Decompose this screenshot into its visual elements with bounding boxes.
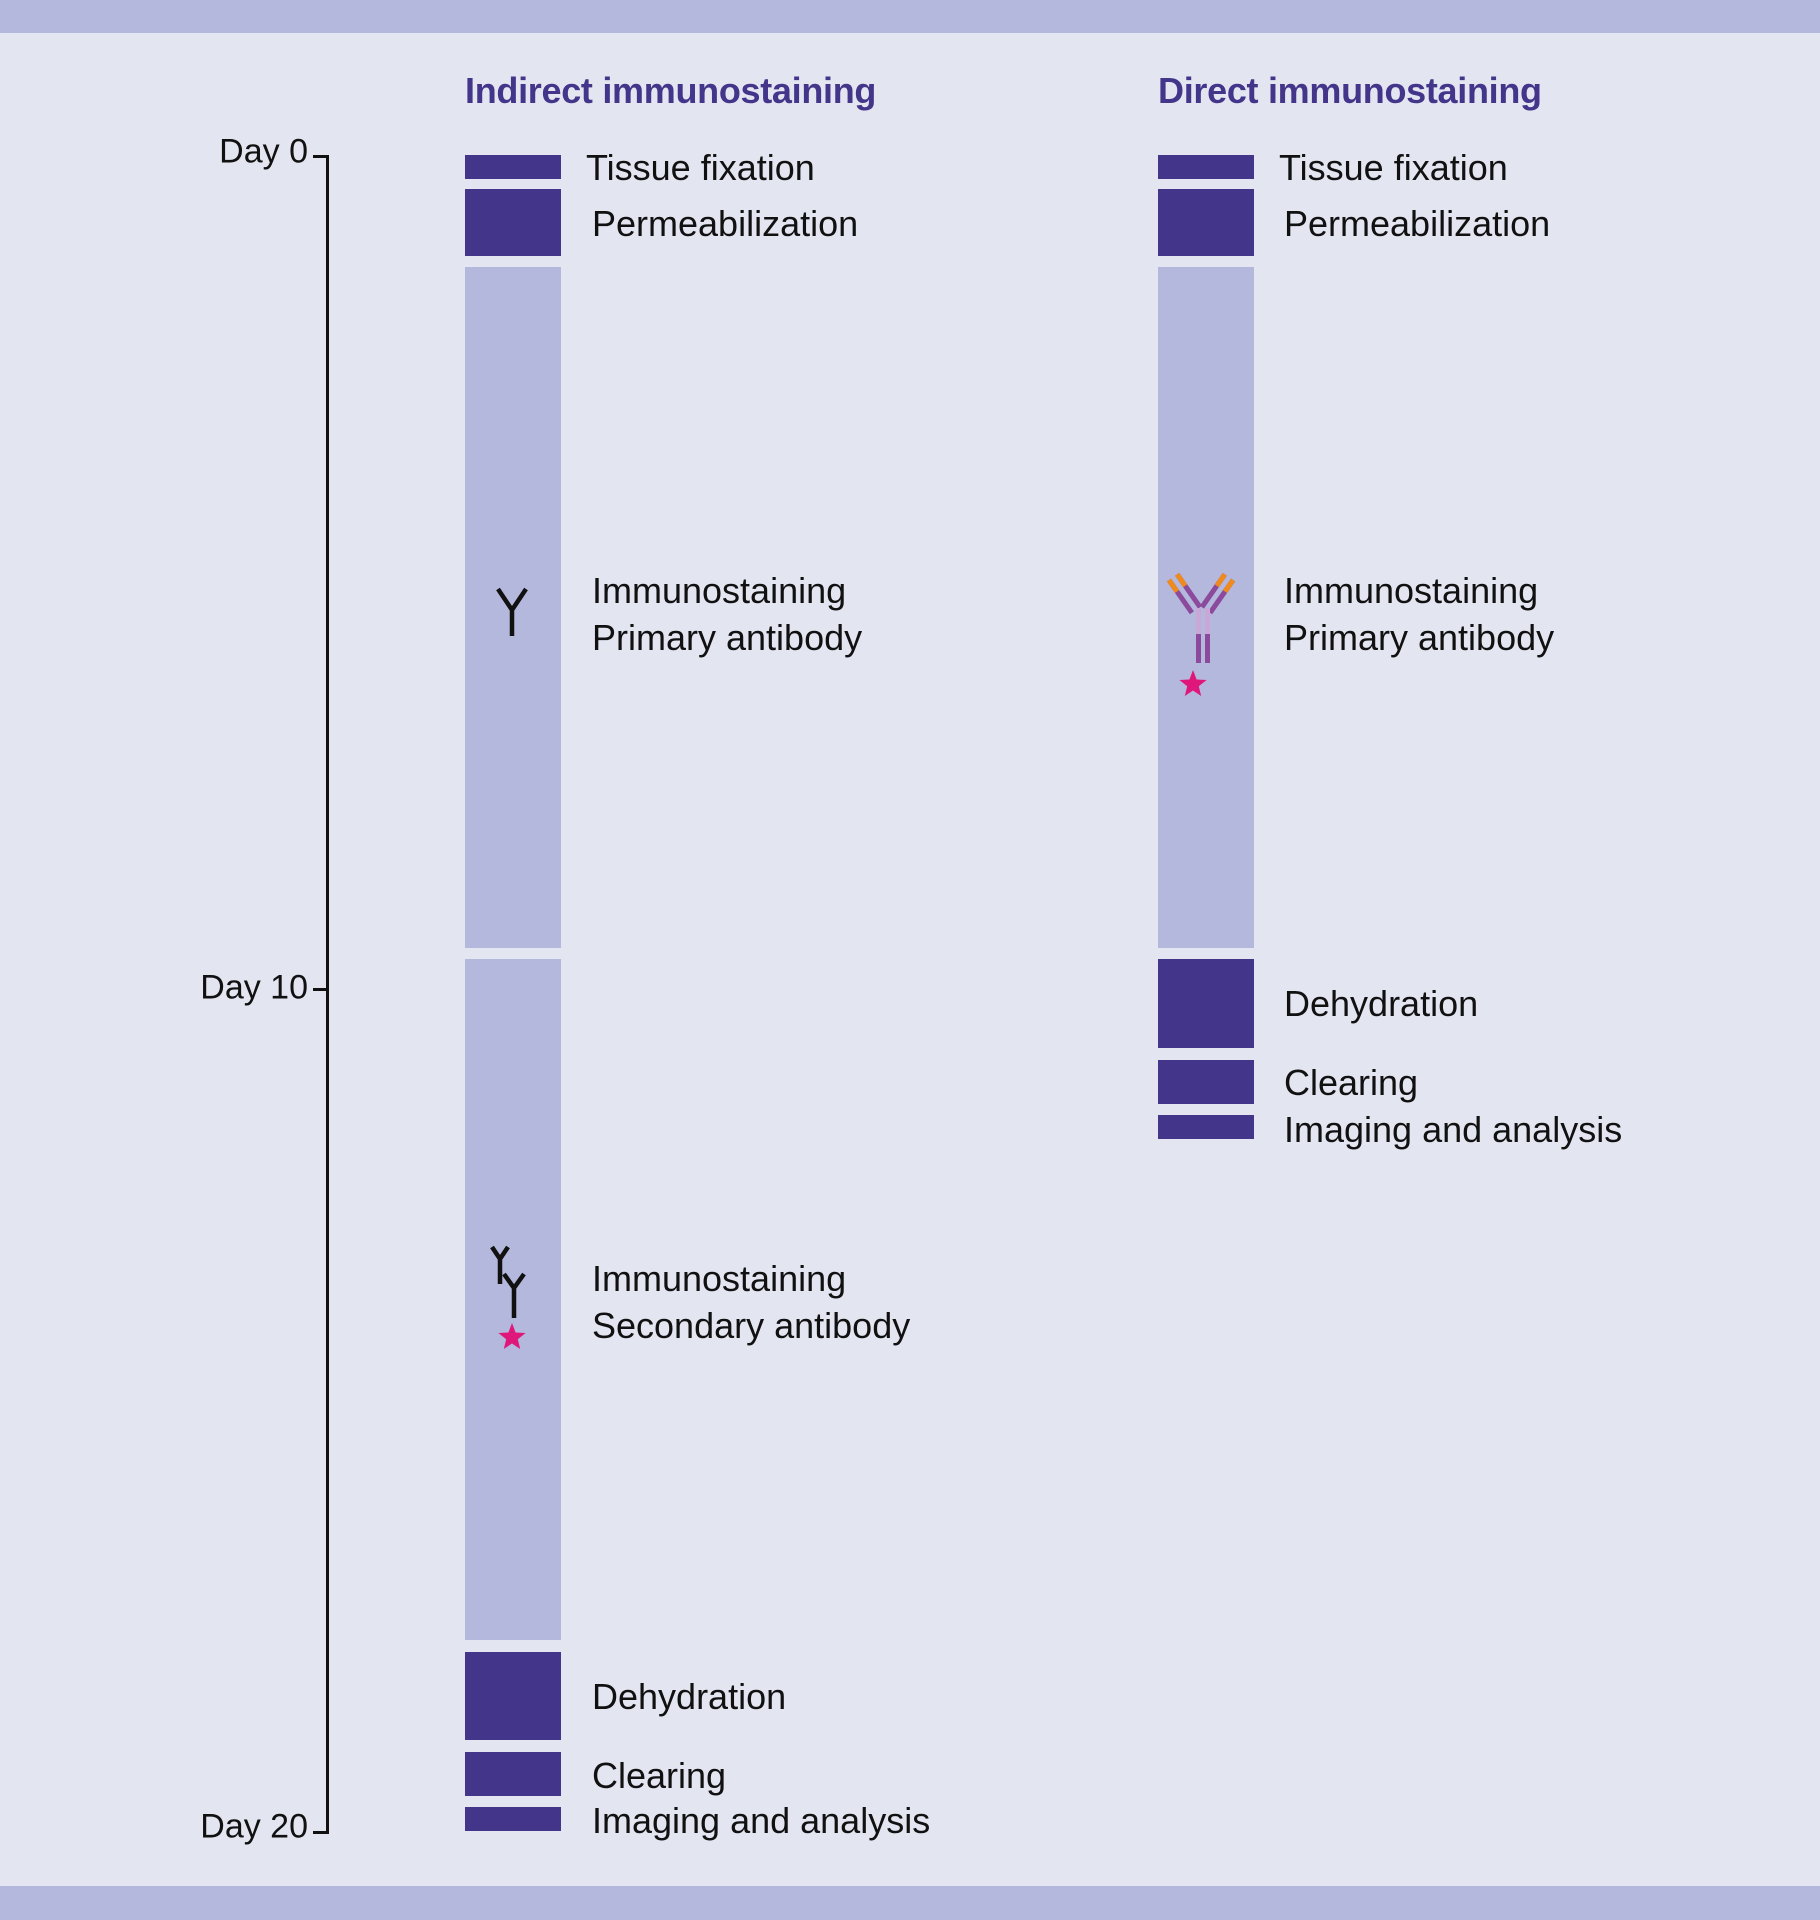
indirect-primary-line1: Immunostaining: [592, 570, 847, 611]
top-band: [0, 0, 1820, 33]
direct-imaging-block: [1158, 1115, 1254, 1139]
tick-day-10: [313, 988, 329, 991]
direct-primary-block: [1158, 267, 1254, 948]
day-20-label: Day 20: [200, 1807, 308, 1846]
bottom-band: [0, 1886, 1820, 1920]
indirect-permeabilization-label: Permeabilization: [592, 203, 859, 244]
direct-clearing-label: Clearing: [1284, 1062, 1419, 1103]
direct-primary-line2: Primary antibody: [1284, 617, 1555, 658]
labeled-primary-antibody-icon: [1166, 572, 1236, 696]
direct-primary-line1: Immunostaining: [1284, 570, 1539, 611]
indirect-imaging-label: Imaging and analysis: [592, 1800, 931, 1841]
primary-antibody-icon: [496, 587, 528, 636]
indirect-primary-line2: Primary antibody: [592, 617, 863, 658]
tick-day-0: [313, 155, 329, 158]
indirect-imaging-block: [465, 1807, 561, 1831]
indirect-fixation-block: [465, 155, 561, 179]
direct-permeabilization-label: Permeabilization: [1284, 203, 1551, 244]
indirect-clearing-label: Clearing: [592, 1755, 727, 1796]
direct-clearing-block: [1158, 1060, 1254, 1104]
indirect-dehydration-block: [465, 1652, 561, 1740]
direct-title: Direct immunostaining: [1158, 70, 1542, 111]
indirect-secondary-line1: Immunostaining: [592, 1258, 847, 1299]
indirect-secondary-line2: Secondary antibody: [592, 1305, 911, 1346]
secondary-antibody-with-fluorophore-icon: [490, 1245, 526, 1349]
direct-permeabilization-block: [1158, 189, 1254, 256]
day-0-label: Day 0: [219, 132, 308, 171]
indirect-fixation-label: Tissue fixation: [586, 147, 815, 188]
direct-fixation-label: Tissue fixation: [1279, 147, 1508, 188]
direct-dehydration-label: Dehydration: [1284, 983, 1479, 1024]
direct-dehydration-block: [1158, 959, 1254, 1048]
direct-fixation-block: [1158, 155, 1254, 179]
indirect-permeabilization-block: [465, 189, 561, 256]
indirect-clearing-block: [465, 1752, 561, 1796]
indirect-dehydration-label: Dehydration: [592, 1676, 787, 1717]
indirect-title: Indirect immunostaining: [465, 70, 877, 111]
timeline-line: [326, 155, 329, 1834]
day-10-label: Day 10: [200, 968, 308, 1007]
direct-imaging-label: Imaging and analysis: [1284, 1109, 1623, 1150]
tick-day-20: [313, 1831, 329, 1834]
